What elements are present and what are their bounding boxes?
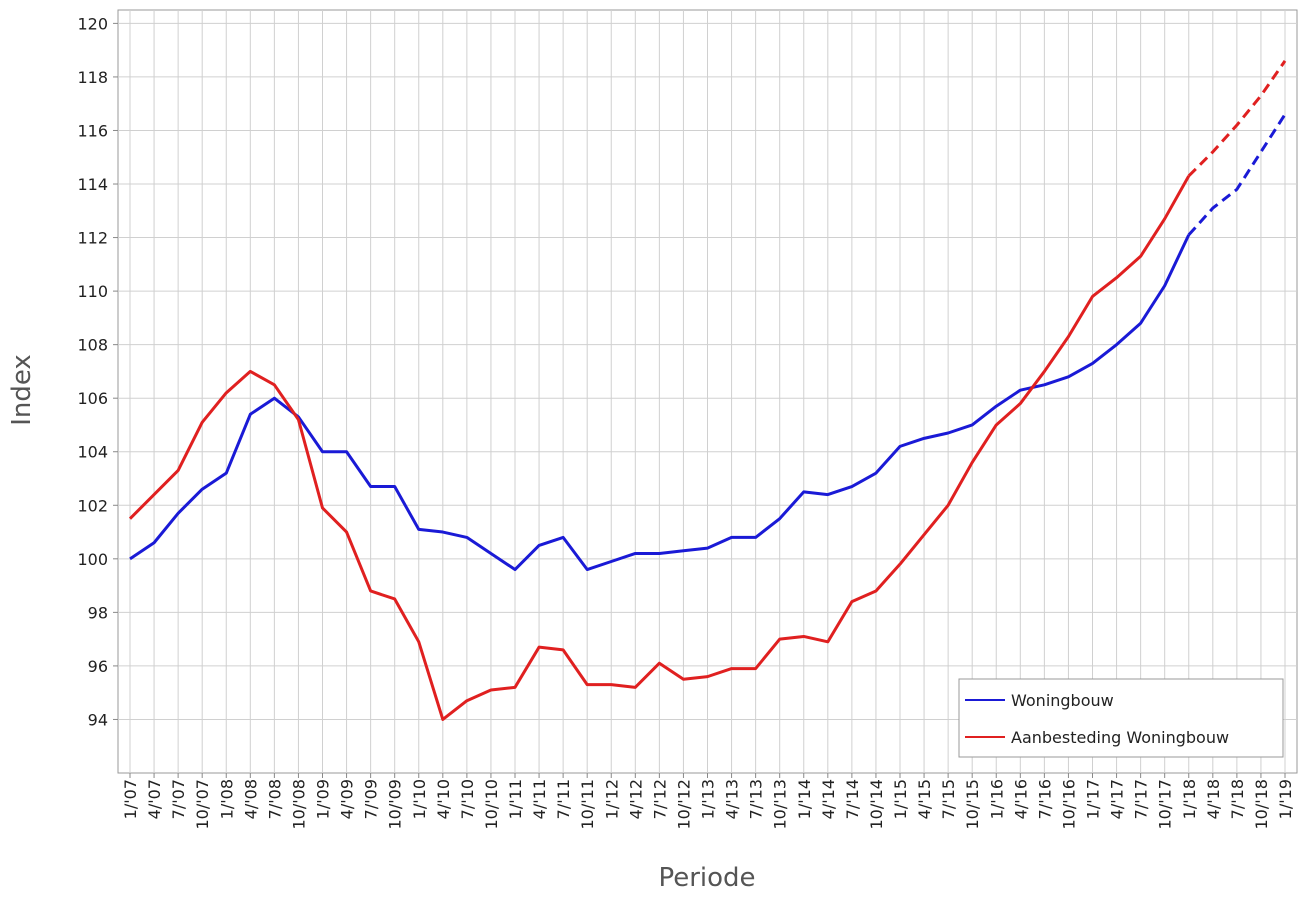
- x-tick-label: 4/'07: [145, 779, 164, 819]
- x-tick-label: 7/'12: [650, 779, 669, 819]
- y-tick-label: 108: [77, 336, 108, 355]
- x-tick-label: 1/'08: [217, 779, 236, 819]
- x-tick-label: 10/'14: [867, 779, 886, 830]
- x-tick-label: 7/'15: [939, 779, 958, 819]
- x-tick-label: 7/'16: [1035, 779, 1054, 819]
- x-tick-label: 10/'13: [771, 779, 790, 830]
- x-tick-label: 7/'07: [169, 779, 188, 819]
- x-tick-label: 1/'16: [987, 779, 1006, 819]
- x-tick-label: 4/'18: [1204, 779, 1223, 819]
- x-tick-label: 4/'17: [1108, 779, 1127, 819]
- x-tick-label: 1/'19: [1276, 779, 1295, 819]
- x-tick-label: 4/'14: [819, 779, 838, 819]
- x-tick-label: 4/'11: [530, 779, 549, 819]
- x-tick-label: 1/'18: [1180, 779, 1199, 819]
- series-line: [1187, 60, 1287, 178]
- x-tick-label: 1/'12: [602, 779, 621, 819]
- legend-label: Aanbesteding Woningbouw: [1011, 728, 1229, 747]
- x-tick-label: 7/'13: [747, 779, 766, 819]
- y-tick-label: 106: [77, 389, 108, 408]
- x-tick-label: 10/'16: [1059, 779, 1078, 830]
- x-tick-label: 7/'14: [843, 779, 862, 819]
- x-axis-title: Periode: [658, 863, 755, 893]
- legend-label: Woningbouw: [1011, 691, 1114, 710]
- y-tick-label: 116: [77, 121, 108, 140]
- x-tick-label: 10/'17: [1156, 779, 1175, 830]
- x-tick-label: 10/'15: [963, 779, 982, 830]
- x-tick-label: 4/'16: [1011, 779, 1030, 819]
- x-tick-label: 10/'07: [193, 779, 212, 830]
- y-tick-label: 104: [77, 443, 108, 462]
- x-tick-label: 7/'17: [1132, 779, 1151, 819]
- x-tick-label: 7/'18: [1228, 779, 1247, 819]
- y-tick-label: 112: [77, 229, 108, 248]
- legend-box: [958, 678, 1284, 758]
- y-tick-label: 100: [77, 550, 108, 569]
- y-tick-label: 102: [77, 496, 108, 515]
- y-tick-label: 98: [88, 603, 108, 622]
- y-tick-label: 120: [77, 14, 108, 33]
- x-tick-label: 1/'10: [410, 779, 429, 819]
- x-tick-label: 1/'17: [1084, 779, 1103, 819]
- y-tick-label: 94: [88, 710, 108, 729]
- x-tick-label: 1/'15: [891, 779, 910, 819]
- x-tick-label: 4/'13: [723, 779, 742, 819]
- x-tick-label: 4/'10: [434, 779, 453, 819]
- series-line: [1187, 113, 1287, 236]
- x-tick-label: 1/'11: [506, 779, 525, 819]
- x-tick-label: 4/'09: [338, 779, 357, 819]
- x-tick-label: 10/'10: [482, 779, 501, 830]
- series-line: [128, 175, 1191, 721]
- x-tick-label: 1/'14: [795, 779, 814, 819]
- series-line: [129, 234, 1191, 572]
- x-tick-label: 4/'15: [915, 779, 934, 819]
- y-tick-label: 96: [88, 657, 108, 676]
- x-tick-label: 10/'08: [289, 779, 308, 830]
- x-tick-label: 10/'18: [1252, 779, 1271, 830]
- x-tick-label: 10/'09: [386, 779, 405, 830]
- x-tick-label: 10/'12: [674, 779, 693, 830]
- y-tick-label: 114: [77, 175, 108, 194]
- x-tick-label: 4/'08: [241, 779, 260, 819]
- x-tick-label: 1/'13: [699, 779, 718, 819]
- x-tick-label: 4/'12: [626, 779, 645, 819]
- x-tick-label: 7/'09: [362, 779, 381, 819]
- y-tick-label: 118: [77, 68, 108, 87]
- y-axis-title: Index: [7, 354, 37, 426]
- x-tick-label: 1/'09: [314, 779, 333, 819]
- x-tick-label: 10/'11: [578, 779, 597, 830]
- x-tick-label: 1/'07: [121, 779, 140, 819]
- x-tick-label: 7/'11: [554, 779, 573, 819]
- x-tick-label: 7/'08: [265, 779, 284, 819]
- y-tick-label: 110: [77, 282, 108, 301]
- x-tick-label: 7/'10: [458, 779, 477, 819]
